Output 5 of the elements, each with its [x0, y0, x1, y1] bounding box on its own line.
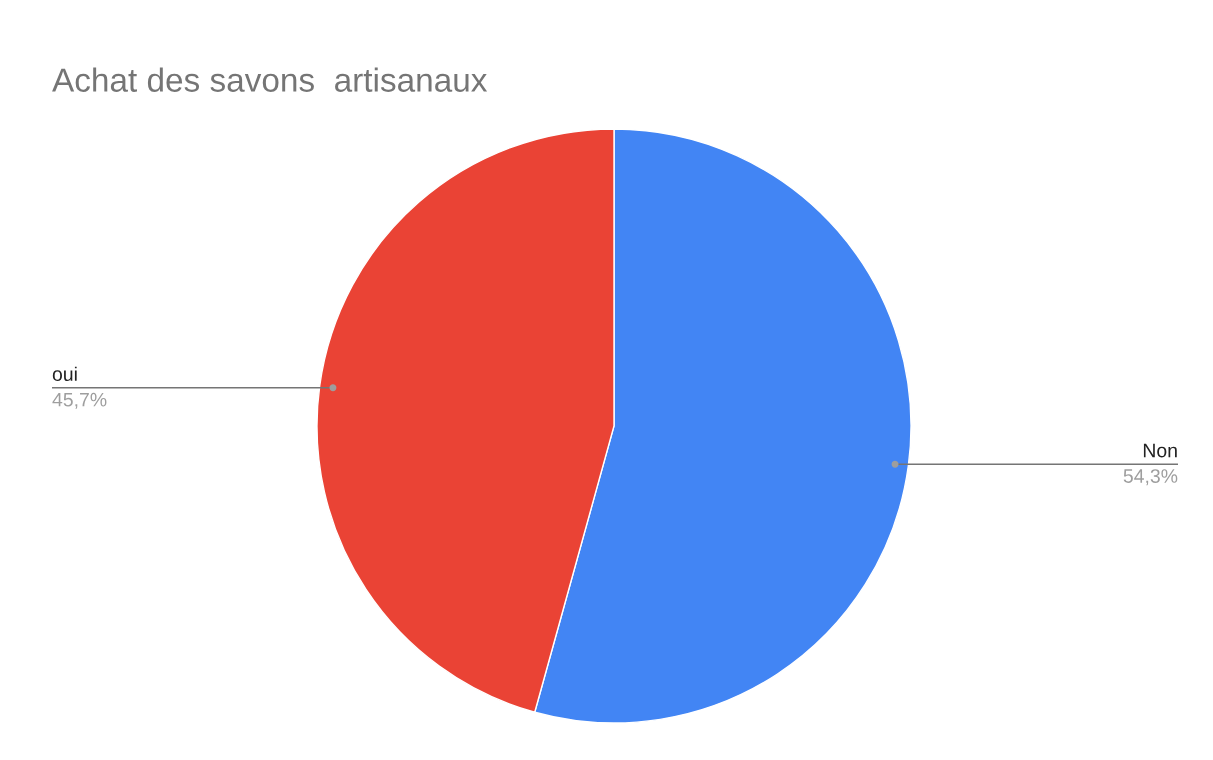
slice-label: oui — [52, 366, 77, 381]
data-label: 45,7% — [52, 392, 107, 409]
chart-title: Achat des savons artisanaux — [52, 67, 488, 92]
data-label: 54,3% — [1123, 469, 1178, 486]
slice-label: Non — [1143, 443, 1177, 458]
